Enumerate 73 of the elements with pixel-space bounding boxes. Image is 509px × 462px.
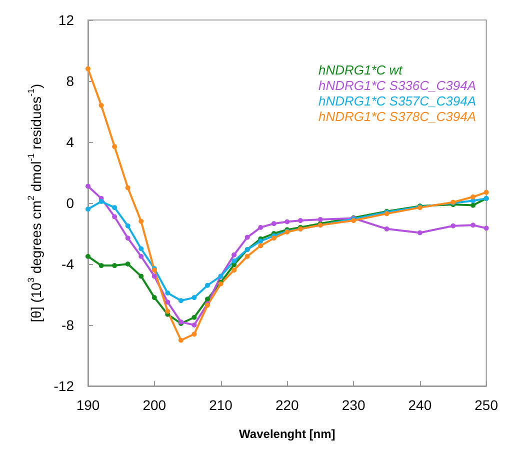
point (125, 185, 130, 190)
point (298, 218, 303, 224)
point (86, 184, 90, 189)
point (86, 254, 90, 259)
point (284, 219, 290, 224)
text: hNDRG1*C wt (318, 62, 404, 78)
point (138, 218, 144, 224)
point (152, 274, 157, 279)
point (178, 338, 184, 343)
point (86, 66, 90, 72)
x-axis-title: Wavelenght [nm] (239, 427, 336, 441)
point (98, 102, 104, 108)
point (258, 243, 264, 248)
point (192, 295, 197, 300)
point (165, 300, 170, 305)
point (192, 332, 197, 337)
y-tick-label: 0 (66, 195, 74, 211)
point (152, 295, 157, 300)
x-tick-label: 230 (342, 397, 366, 413)
point (232, 268, 237, 273)
point (125, 262, 130, 266)
y-tick-label: 4 (66, 134, 74, 150)
point (205, 296, 210, 302)
point (138, 254, 144, 259)
point (384, 226, 390, 232)
point (484, 190, 489, 195)
x-tick-label: 220 (275, 397, 300, 413)
point (470, 222, 476, 228)
point (244, 234, 250, 240)
point (258, 224, 264, 230)
x-tick-label: 200 (142, 397, 166, 413)
point (232, 258, 237, 264)
y-tick-label: 12 (58, 12, 74, 28)
y-tick-label: -8 (62, 317, 74, 333)
point (125, 223, 130, 228)
point (192, 314, 197, 320)
point (244, 254, 250, 259)
point (271, 236, 276, 241)
point (138, 274, 144, 279)
point (470, 202, 476, 208)
y-tick-label: 8 (66, 73, 74, 89)
point (98, 263, 104, 268)
point (232, 252, 237, 258)
point (112, 214, 118, 220)
point (450, 223, 456, 228)
point (138, 246, 144, 252)
point (98, 198, 104, 204)
x-tick-label: 240 (408, 397, 432, 413)
x-tick-label: 190 (76, 397, 100, 413)
point (125, 236, 130, 241)
y-tick-label: -4 (62, 256, 74, 272)
text: [θ] (103 degrees cm2 dmol-1 residues-1) (26, 84, 44, 322)
point (258, 238, 264, 244)
point (86, 206, 90, 212)
point (165, 290, 170, 296)
point (271, 221, 276, 226)
y-tick-label: -12 (54, 378, 74, 394)
point (112, 263, 118, 268)
point (192, 322, 197, 328)
point (318, 216, 323, 222)
point (112, 205, 118, 210)
point (178, 298, 184, 304)
text: hNDRG1*C S336C_C394A (318, 78, 476, 93)
point (205, 282, 210, 288)
point (417, 230, 422, 236)
point (112, 144, 118, 150)
point (470, 194, 476, 200)
point (484, 226, 489, 231)
point (165, 308, 170, 314)
text: hNDRG1*C S378C_C394A (318, 109, 476, 124)
x-tick-label: 210 (209, 397, 233, 413)
text: hNDRG1*C S357C_C394A (318, 94, 476, 108)
x-tick-label: 250 (474, 397, 498, 413)
